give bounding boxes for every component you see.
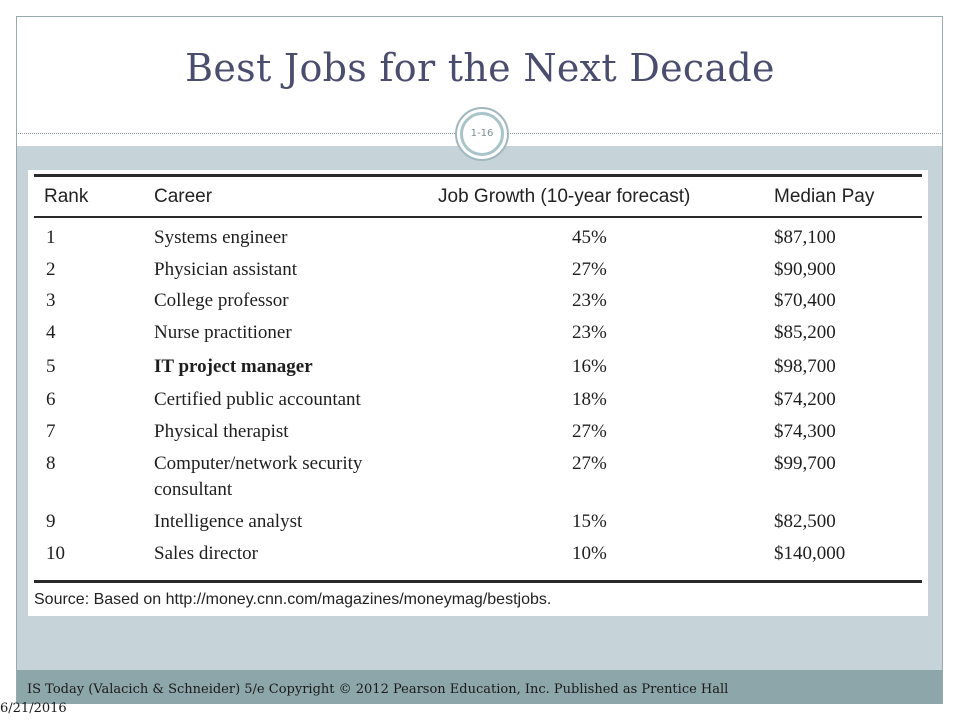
- cell-job-growth: 23%: [572, 290, 607, 311]
- cell-career: Intelligence analyst: [154, 511, 303, 532]
- cell-job-growth: 45%: [572, 227, 607, 248]
- cell-career: Systems engineer: [154, 227, 288, 248]
- slide-title: Best Jobs for the Next Decade: [185, 46, 775, 90]
- table-header-rule: [34, 216, 922, 218]
- cell-job-growth: 15%: [572, 511, 607, 532]
- cell-median-pay: $98,700: [774, 356, 836, 377]
- cell-career: College professor: [154, 290, 289, 311]
- cell-job-growth: 16%: [572, 356, 607, 377]
- jobs-table: Rank Career Job Growth (10-year forecast…: [28, 170, 928, 616]
- footer-bar: [17, 670, 942, 704]
- cell-median-pay: $74,300: [774, 421, 836, 442]
- table-top-rule: [34, 174, 922, 177]
- cell-median-pay: $82,500: [774, 511, 836, 532]
- cell-job-growth: 18%: [572, 389, 607, 410]
- header-job-growth: Job Growth (10-year forecast): [438, 186, 691, 207]
- cell-rank: 2: [46, 259, 56, 280]
- cell-rank: 5: [46, 356, 56, 377]
- cell-rank: 3: [46, 290, 56, 311]
- footer-citation: IS Today (Valacich & Schneider) 5/e Copy…: [27, 682, 729, 697]
- cell-median-pay: $85,200: [774, 322, 836, 343]
- cell-job-growth: 10%: [572, 543, 607, 564]
- cell-rank: 1: [46, 227, 56, 248]
- cell-career: Computer/network security: [154, 453, 363, 474]
- header-median-pay: Median Pay: [774, 186, 875, 207]
- cell-rank: 10: [46, 543, 65, 564]
- cell-median-pay: $87,100: [774, 227, 836, 248]
- cell-median-pay: $140,000: [774, 543, 846, 564]
- cell-median-pay: $70,400: [774, 290, 836, 311]
- table-source-note: Source: Based on http://money.cnn.com/ma…: [34, 591, 552, 608]
- cell-job-growth: 27%: [572, 453, 607, 474]
- table-bottom-rule: [34, 580, 922, 583]
- cell-rank: 4: [46, 322, 56, 343]
- cell-rank: 9: [46, 511, 56, 532]
- footer-date: 6/21/2016: [0, 701, 67, 716]
- cell-job-growth: 23%: [572, 322, 607, 343]
- cell-career-line2: consultant: [154, 479, 233, 500]
- slide-number: 1-16: [460, 112, 504, 156]
- header-rank: Rank: [44, 186, 89, 207]
- cell-career: Sales director: [154, 543, 258, 564]
- cell-job-growth: 27%: [572, 421, 607, 442]
- cell-rank: 7: [46, 421, 56, 442]
- cell-career: Certified public accountant: [154, 389, 361, 410]
- cell-rank: 6: [46, 389, 56, 410]
- cell-median-pay: $90,900: [774, 259, 836, 280]
- cell-median-pay: $74,200: [774, 389, 836, 410]
- header-career: Career: [154, 186, 213, 207]
- cell-job-growth: 27%: [572, 259, 607, 280]
- cell-career: Nurse practitioner: [154, 322, 292, 343]
- cell-career: IT project manager: [154, 356, 313, 377]
- cell-career: Physician assistant: [154, 259, 298, 280]
- cell-rank: 8: [46, 453, 56, 474]
- cell-median-pay: $99,700: [774, 453, 836, 474]
- cell-career: Physical therapist: [154, 421, 289, 442]
